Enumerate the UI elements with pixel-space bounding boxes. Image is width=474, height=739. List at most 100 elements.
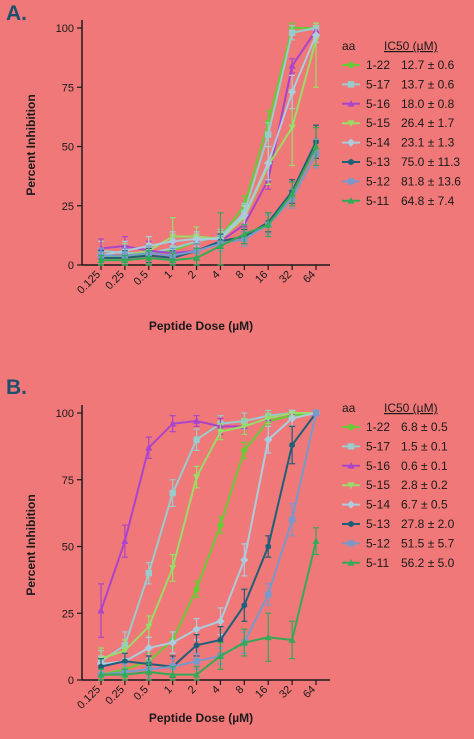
data-point — [168, 638, 177, 647]
panel-b-y-tick-label: 0 — [68, 675, 74, 687]
panel-b-y-axis-label: Percent Inhibition — [24, 494, 38, 595]
data-point — [193, 642, 200, 649]
data-point — [287, 87, 297, 97]
legend-series-name: 5-16 — [366, 459, 390, 473]
data-point — [169, 489, 176, 497]
panel-a-legend-row-5-13: 5-13 75.0 ± 11.3 — [342, 155, 460, 169]
data-point — [241, 602, 248, 609]
data-point — [312, 409, 320, 417]
data-point — [288, 29, 296, 36]
legend-series-name: 5-11 — [366, 556, 389, 570]
data-point — [169, 670, 177, 678]
legend-swatch-marker — [348, 520, 354, 528]
legend-swatch-marker — [347, 482, 355, 490]
data-point — [240, 423, 248, 431]
series-line — [100, 412, 317, 676]
data-point — [192, 625, 201, 634]
legend-series-ic50: 23.1 ± 1.3 — [401, 136, 455, 150]
panel-b-legend-header-name: aa — [342, 401, 356, 415]
data-point — [145, 254, 153, 261]
panel-a-y-tick-label: 25 — [62, 201, 74, 213]
data-point — [216, 242, 224, 249]
legend-swatch-marker — [346, 138, 356, 147]
data-point — [265, 591, 272, 598]
legend-series-name: 1-22 — [366, 420, 390, 434]
panel-b-series-5-15 — [97, 409, 320, 670]
panel-a-y-tick-label: 100 — [56, 23, 74, 35]
panel-a-legend-row-5-14: 5-14 23.1 ± 1.3 — [342, 136, 455, 150]
legend-series-ic50: 0.6 ± 0.1 — [401, 459, 448, 473]
legend-swatch-marker — [347, 540, 355, 547]
legend-series-ic50: 13.7 ± 0.6 — [401, 77, 455, 91]
data-point — [193, 436, 200, 443]
series-line — [100, 412, 317, 668]
data-point — [241, 447, 248, 454]
data-point — [169, 564, 177, 572]
panel-b-y-tick-label: 75 — [62, 475, 74, 487]
legend-series-name: 5-15 — [366, 116, 390, 130]
panel-a-x-axis-label: Peptide Dose (µM) — [149, 319, 253, 333]
legend-swatch-marker — [347, 423, 355, 431]
data-point — [98, 663, 104, 670]
panel-b-series — [96, 408, 321, 681]
panel-a-legend-row-1-22: 1-22 12.7 ± 0.6 — [342, 58, 455, 72]
legend-swatch-marker — [347, 558, 355, 566]
legend-series-ic50: 2.8 ± 0.2 — [401, 478, 448, 492]
data-point — [193, 254, 201, 261]
legend-series-name: 5-16 — [366, 97, 390, 111]
legend-series-ic50: 51.5 ± 5.7 — [401, 536, 455, 550]
data-point — [240, 638, 248, 646]
panel-a-legend-rows: 1-22 12.7 ± 0.6 5-17 13.7 ± 0.6 5-16 18.0 ± 0… — [342, 58, 461, 208]
panel-b-legend-row-5-16: 5-16 0.6 ± 0.1 — [342, 459, 448, 473]
data-point — [193, 474, 201, 481]
legend-series-name: 1-22 — [366, 58, 390, 72]
data-point — [312, 142, 320, 150]
data-point — [240, 555, 249, 565]
panel-b-legend: aa IC50 (µM) 1-22 6.8 ± 0.55-17 1.5 ± 0.15… — [342, 401, 455, 570]
panel-b-legend-row-5-17: 5-17 1.5 ± 0.1 — [342, 439, 448, 453]
panel-b-legend-row-5-14: 5-14 6.7 ± 0.5 — [342, 498, 448, 512]
legend-swatch-marker — [347, 61, 355, 69]
data-point — [217, 636, 224, 644]
data-point — [288, 124, 296, 132]
legend-series-ic50: 26.4 ± 1.7 — [401, 116, 455, 130]
panel-b-legend-row-5-15: 5-15 2.8 ± 0.2 — [342, 478, 448, 492]
legend-series-ic50: 27.8 ± 2.0 — [401, 517, 455, 531]
panel-a-legend-row-5-16: 5-16 18.0 ± 0.8 — [342, 97, 455, 111]
series-line — [100, 34, 317, 257]
data-point — [312, 537, 320, 545]
data-point — [264, 158, 273, 168]
data-point — [97, 670, 105, 678]
legend-series-name: 5-15 — [366, 478, 390, 492]
data-point — [193, 586, 200, 593]
panel-a-legend-header-name: aa — [342, 39, 356, 53]
series-line — [101, 540, 317, 676]
series-line — [101, 141, 317, 259]
data-point — [288, 516, 296, 523]
legend-series-ic50: 12.7 ± 0.6 — [401, 58, 455, 72]
legend-series-ic50: 64.8 ± 7.4 — [401, 194, 455, 208]
panel-b-label: B. — [6, 376, 27, 399]
data-point — [169, 419, 177, 427]
legend-series-name: 5-17 — [366, 439, 390, 453]
data-point — [240, 211, 249, 220]
panel-a-legend: aa IC50 (µM) 1-22 12.7 ± 0.6 5-17 13.7 ± 0.… — [342, 39, 461, 208]
legend-series-name: 5-13 — [366, 155, 390, 169]
legend-series-ic50: 75.0 ± 11.3 — [401, 155, 460, 169]
data-point — [145, 668, 153, 675]
panel-b-legend-header-value: IC50 (µM) — [384, 401, 438, 415]
data-point — [240, 230, 248, 238]
panel-a-legend-row-5-15: 5-15 26.4 ± 1.7 — [342, 116, 455, 130]
legend-swatch-marker — [346, 500, 356, 509]
panel-b-y-ticks: 0 25 50 75 100 — [56, 408, 82, 687]
panel-a-y-tick-label: 50 — [62, 142, 74, 154]
panel-a-y-tick-label: 0 — [68, 260, 74, 272]
panel-b-legend-row-5-13: 5-13 27.8 ± 2.0 — [342, 517, 455, 531]
data-point — [264, 220, 272, 228]
data-point — [265, 131, 272, 138]
panel-b-y-tick-label: 50 — [62, 542, 74, 554]
panel-b-legend-row-5-12: 5-12 51.5 ± 5.7 — [342, 536, 455, 550]
data-point — [288, 636, 296, 643]
